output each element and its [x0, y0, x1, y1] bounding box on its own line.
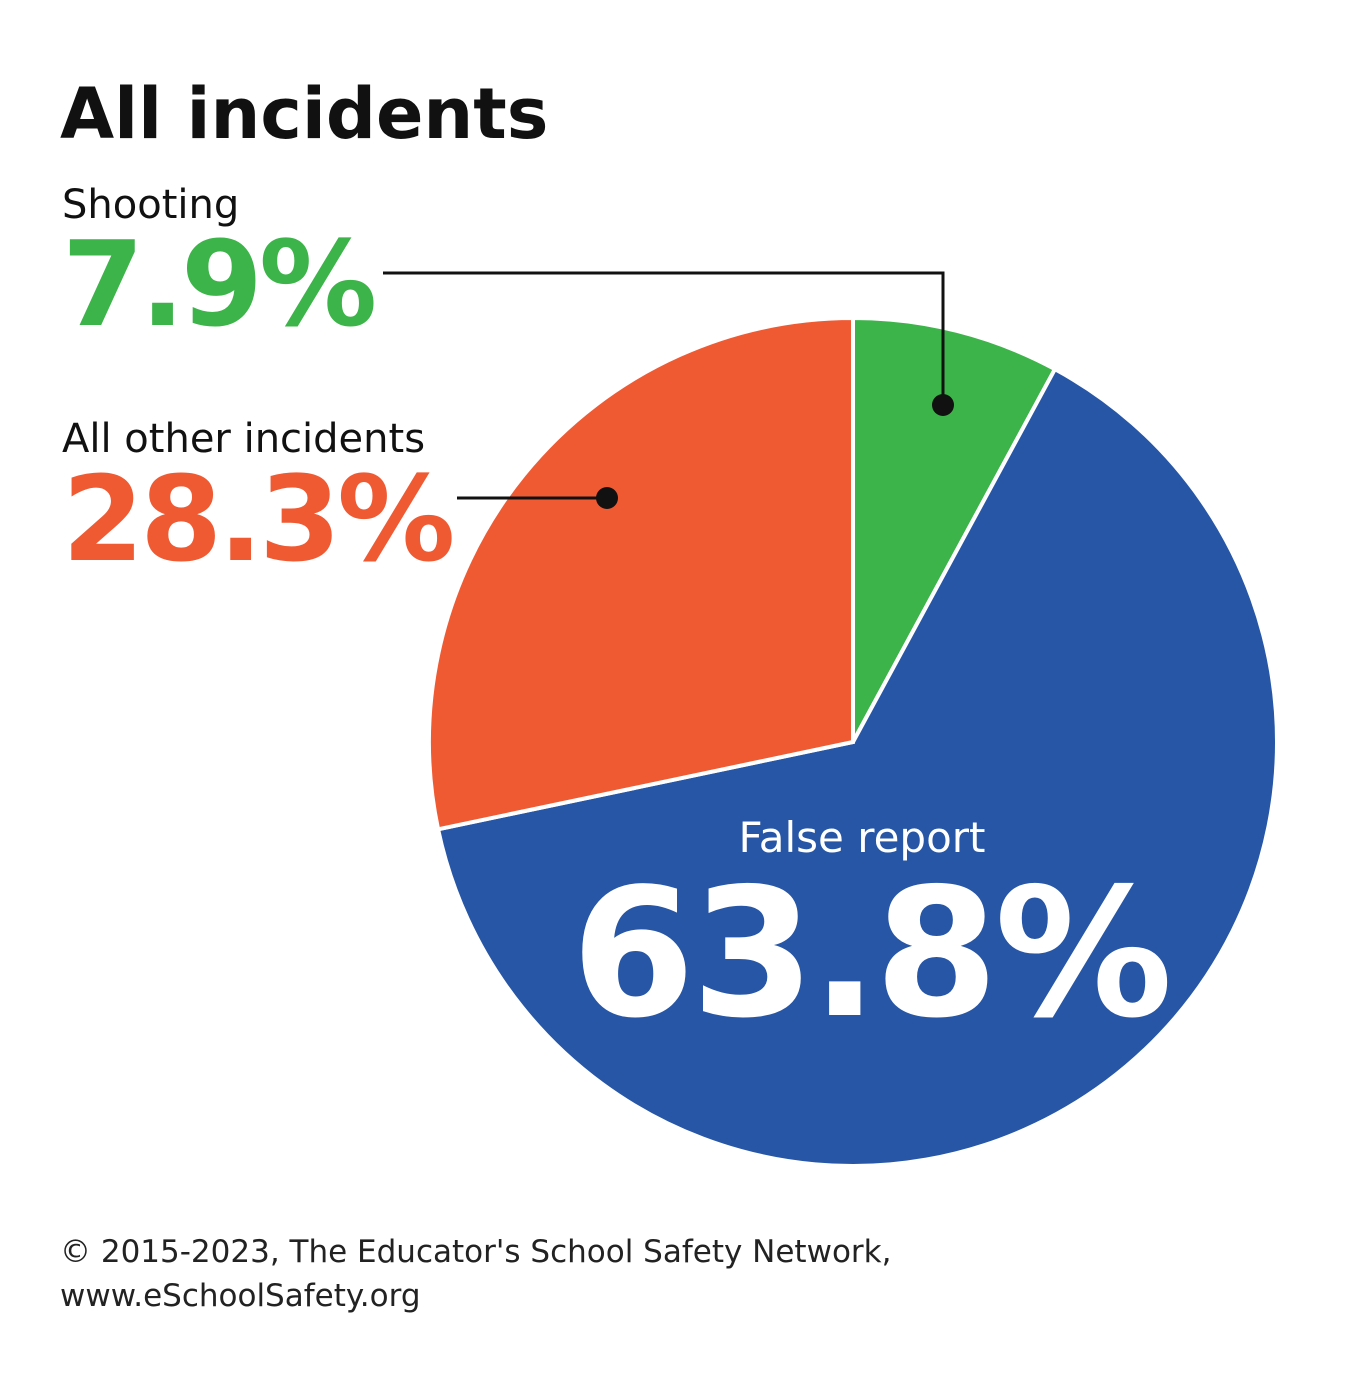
leader-dot [596, 487, 618, 509]
value-label: 63.8% [571, 850, 1169, 1057]
pie-slice [427, 315, 855, 832]
slice-label: Shooting [62, 182, 239, 228]
source-line: © 2015-2023, The Educator's School Safet… [60, 1234, 891, 1270]
slice-label: False report [738, 813, 985, 862]
value-label: 7.9% [62, 215, 374, 353]
leader-dot [932, 394, 954, 416]
chart-title: All incidents [60, 73, 548, 155]
pie-slice [851, 315, 1058, 743]
slice-label: All other incidents [62, 416, 425, 462]
source-line: www.eSchoolSafety.org [60, 1278, 421, 1314]
leader-line [383, 271, 945, 405]
value-label: 28.3% [62, 450, 452, 588]
pie-slice [435, 366, 1279, 1168]
